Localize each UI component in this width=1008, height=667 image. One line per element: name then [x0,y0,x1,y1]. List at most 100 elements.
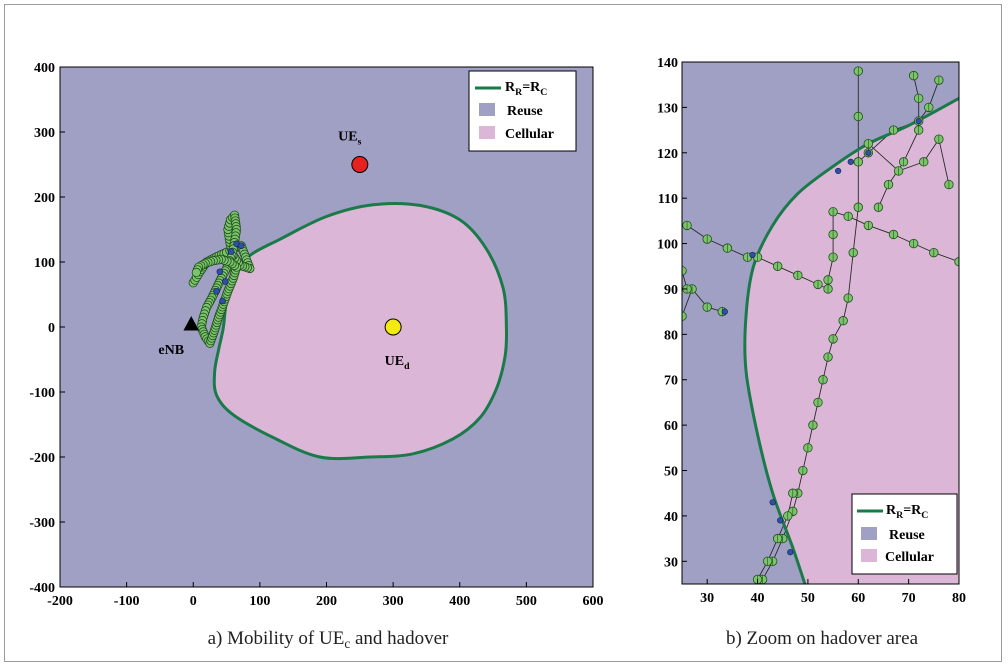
trajectory-point [843,211,853,222]
x-tick-label: 500 [516,594,537,609]
y-tick-label: 100 [657,238,678,253]
handover-point [237,242,245,250]
trajectory-point [682,220,692,231]
panel-a-legend: RR=RC Reuse Cellular [468,70,577,152]
trajectory-point [863,220,874,231]
trajectory-point [853,202,863,212]
trajectory-point [929,247,939,258]
trajectory-point [888,229,899,240]
legend-reuse-label: Reuse [507,104,543,119]
panel-a-cellular-region [214,203,507,459]
trajectory-point [828,334,838,344]
handover-point [777,517,784,524]
y-tick-label: -300 [29,516,55,531]
y-tick-label: -400 [29,581,55,596]
panel-a: -200 -100 0 100 200 300 400 500 600 -400 -300 -200… [29,61,603,651]
x-tick-label: 80 [952,591,966,606]
x-tick-label: 300 [383,594,404,609]
ue-d-marker [384,318,402,336]
trajectory-point [883,179,894,190]
trajectory-point [828,252,838,262]
panel-a-boundary-line [212,202,509,461]
trajectory-point [954,257,959,267]
handover-point [835,167,842,175]
y-tick-label: 200 [34,191,55,206]
trajectory-point [898,157,909,167]
trajectory-point [823,284,833,294]
legend-reuse-swatch [479,103,495,116]
trajectory-point [803,443,813,453]
handover-point [227,248,235,255]
trajectory-point [828,229,838,240]
y-tick-label: 300 [34,126,55,141]
handover-point [769,499,776,506]
trajectory-point [914,93,924,104]
x-tick-label: 30 [700,591,714,606]
panel-a-y-ticks: -400 -300 -200 -100 0 100 200 300 400 [29,61,65,596]
trajectory-point [191,267,201,277]
trajectory-line [682,288,723,317]
trajectory-point [813,397,823,408]
y-tick-label: 110 [658,192,678,207]
y-tick-label: -100 [29,386,55,401]
trajectory-point [934,75,944,85]
trajectory-point [848,247,858,258]
trajectory-point [808,420,818,430]
y-tick-label: 60 [664,419,678,434]
legend-reuse-label: Reuse [889,528,925,543]
enb-label: eNB [158,343,184,358]
x-tick-label: 40 [751,591,765,606]
trajectory-point [944,179,954,190]
panel-b-handover-points [721,117,922,556]
panel-b-legend: RR=RC Reuse Cellular [851,493,958,575]
legend-cellular-label: Cellular [885,550,934,565]
x-tick-label: 50 [801,591,815,606]
trajectory-point [798,465,808,476]
y-tick-label: 140 [657,56,678,71]
handover-point [219,297,226,305]
figure-frame [4,4,1002,662]
trajectory-point [853,157,863,167]
trajectory-point [908,70,919,81]
handover-point [915,117,922,125]
ue-s-marker [351,156,369,173]
y-tick-label: 100 [34,256,55,271]
trajectory-point [843,293,853,303]
trajectory-point [772,261,783,271]
x-tick-label: 60 [851,591,865,606]
ue-s-label: UEs [338,130,361,148]
y-tick-label: -200 [29,451,55,466]
panel-a-handover-points [213,240,245,305]
panel-b-axes-box [681,61,960,585]
trajectory-point [813,279,823,290]
y-tick-label: 70 [664,374,678,389]
y-tick-label: 30 [664,555,678,570]
trajectory-point [762,556,773,567]
panel-b: 30 40 50 60 70 80 30 40 50 60 70 80 90 100 110 120 130 1… [657,56,966,649]
trajectory-point [888,125,899,135]
legend-boundary-label: RR=RC [505,80,547,98]
panel-b-y-ticks: 30 40 50 60 70 80 90 100 110 120 130 140 [657,56,687,570]
trajectory-point [682,284,692,294]
trajectory-point [893,166,904,176]
trajectory-point [823,275,833,285]
trajectory-point [853,111,863,122]
handover-point [787,549,794,556]
handover-point [749,251,756,259]
y-tick-label: 50 [664,465,678,480]
trajectory-point [863,139,874,149]
trajectory-line [827,211,959,280]
trajectory-point [838,316,848,326]
trajectory-point [914,125,924,135]
trajectory-point [783,511,793,521]
handover-point [721,308,728,315]
trajectory-point [702,302,712,312]
y-tick-label: 130 [657,101,678,116]
trajectory-point [722,243,733,253]
trajectory-point [934,134,944,144]
trajectory-point [828,207,838,217]
trajectory-point [919,157,929,167]
y-tick-label: 400 [34,61,55,76]
legend-boundary-label: RR=RC [886,503,928,521]
ue-d-label: UEd [385,354,410,372]
